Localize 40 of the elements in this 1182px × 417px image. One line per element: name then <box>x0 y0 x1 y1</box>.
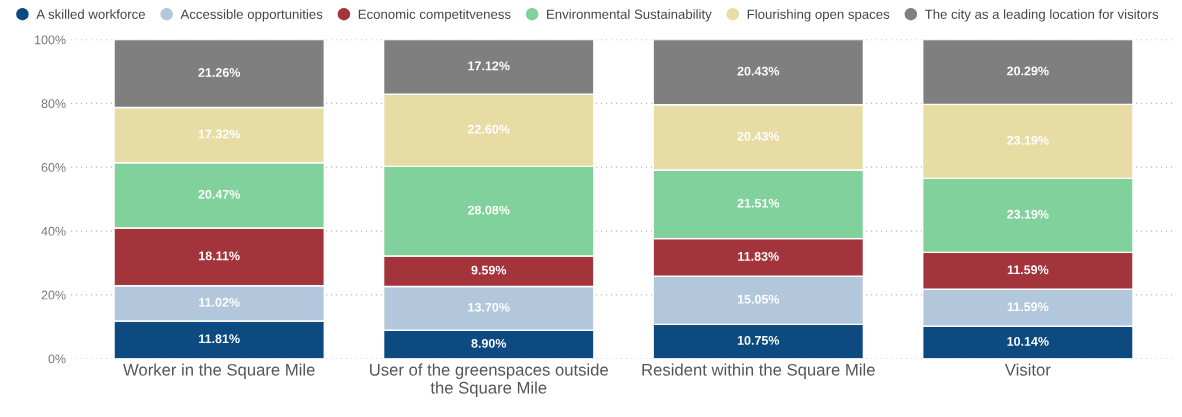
data-label: 18.11% <box>199 251 240 261</box>
data-label: 9.59% <box>471 265 507 275</box>
data-label: 20.43% <box>737 66 780 76</box>
legend-label: Flourishing open spaces <box>747 9 890 22</box>
x-tick-label: Resident within the Square Mile <box>642 363 875 380</box>
data-label: 23.19% <box>1007 209 1049 219</box>
y-tick-label: 60% <box>41 163 66 172</box>
legend-label: Environmental Sustainability <box>547 9 712 22</box>
data-label: 20.43% <box>737 131 780 141</box>
data-label: 8.90% <box>471 338 507 348</box>
data-label: 15.05% <box>737 294 780 304</box>
data-label: 23.19% <box>1007 135 1049 145</box>
data-label: 11.02% <box>199 297 240 307</box>
data-label: 11.83% <box>738 251 779 261</box>
legend-label: A skilled workforce <box>36 9 145 19</box>
data-label: 11.59% <box>1007 265 1049 275</box>
data-label: 10.75% <box>737 335 780 345</box>
data-label: 11.81% <box>199 334 240 344</box>
legend-label: Economic competitveness <box>358 9 511 22</box>
y-tick-label: 40% <box>41 226 66 236</box>
data-label: 17.12% <box>468 61 510 71</box>
legend-label: The city as a leading location for visitors <box>924 9 1159 22</box>
y-tick-label: 0% <box>48 354 66 364</box>
y-tick-label: 20% <box>41 290 66 300</box>
data-label: 20.47% <box>198 189 241 199</box>
data-label: 21.51% <box>737 198 780 208</box>
y-tick-label: 80% <box>41 99 66 109</box>
x-tick-label: Visitor <box>1004 363 1051 376</box>
data-label: 20.29% <box>1007 66 1049 76</box>
y-tick-label: 100% <box>35 35 66 45</box>
data-label: 22.60% <box>467 124 510 134</box>
data-label: 21.26% <box>198 68 241 77</box>
data-label: 17.32% <box>198 129 241 139</box>
data-label: 13.70% <box>468 302 510 312</box>
x-tick-label: Worker in the Square Mile <box>123 363 315 380</box>
data-label: 28.08% <box>467 205 510 215</box>
x-tick-label: User of the greenspaces outside the Square Mile <box>370 363 608 397</box>
data-label: 11.59% <box>1007 302 1049 312</box>
legend-label: Accessible opportunities <box>180 9 323 22</box>
data-label: 10.14% <box>1007 336 1049 346</box>
